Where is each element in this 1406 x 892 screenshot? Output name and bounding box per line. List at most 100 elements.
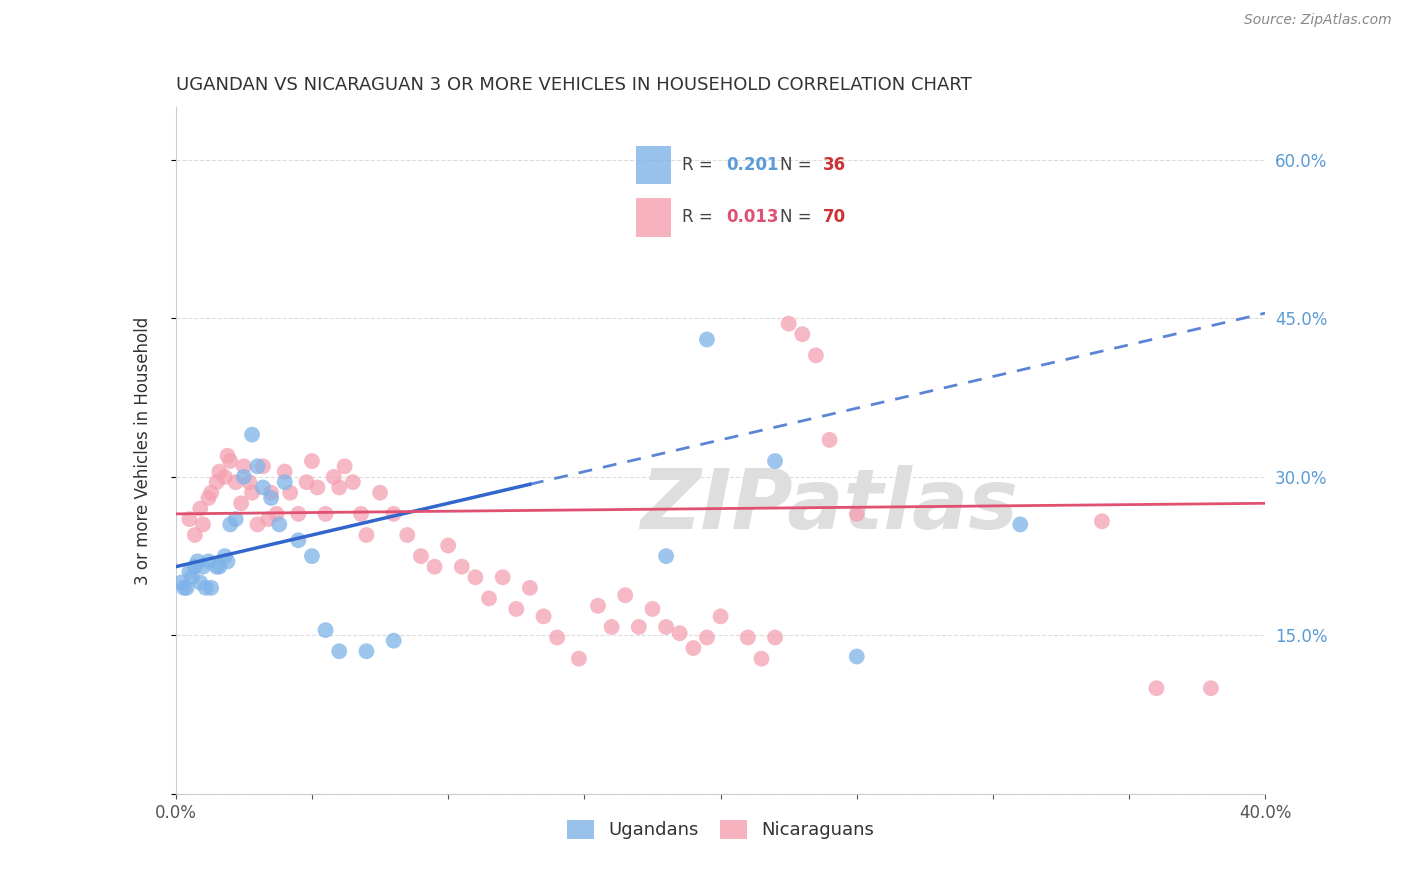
Point xyxy=(792,327,814,342)
Point xyxy=(188,575,211,590)
Point xyxy=(763,454,786,468)
Point xyxy=(257,512,280,526)
Point xyxy=(191,517,214,532)
Point xyxy=(356,644,378,658)
Point xyxy=(778,317,800,331)
Legend: Ugandans, Nicaraguans: Ugandans, Nicaraguans xyxy=(560,813,882,847)
Bar xyxy=(636,146,672,185)
Point xyxy=(763,631,786,645)
Point xyxy=(322,470,344,484)
Point xyxy=(295,475,318,490)
Point xyxy=(845,507,868,521)
Point xyxy=(240,485,263,500)
Point xyxy=(450,559,472,574)
Point xyxy=(219,454,242,468)
Point xyxy=(278,485,301,500)
Point xyxy=(188,501,211,516)
Point xyxy=(668,626,690,640)
Bar xyxy=(636,198,672,236)
Point xyxy=(568,651,591,665)
Point xyxy=(600,620,623,634)
Point xyxy=(217,554,239,568)
Point xyxy=(409,549,432,563)
Point xyxy=(186,554,209,568)
Point xyxy=(423,559,446,574)
Point xyxy=(315,507,337,521)
Point xyxy=(737,631,759,645)
Point xyxy=(238,475,260,490)
Text: UGANDAN VS NICARAGUAN 3 OR MORE VEHICLES IN HOUSEHOLD CORRELATION CHART: UGANDAN VS NICARAGUAN 3 OR MORE VEHICLES… xyxy=(176,77,972,95)
Point xyxy=(173,581,195,595)
Point xyxy=(307,480,329,494)
Point xyxy=(818,433,841,447)
Point xyxy=(194,581,217,595)
Point xyxy=(492,570,515,584)
Point xyxy=(287,533,309,548)
Point xyxy=(179,565,201,579)
Point xyxy=(333,459,356,474)
Point xyxy=(208,465,231,479)
Point xyxy=(184,559,207,574)
Point xyxy=(184,528,207,542)
Point xyxy=(266,507,288,521)
Point xyxy=(301,454,323,468)
Point xyxy=(356,528,378,542)
Point xyxy=(845,649,868,664)
Point xyxy=(217,449,239,463)
Point xyxy=(301,549,323,563)
Text: N =: N = xyxy=(780,156,817,174)
Point xyxy=(170,575,193,590)
Text: 70: 70 xyxy=(823,208,845,227)
Point xyxy=(464,570,486,584)
Point xyxy=(205,475,228,490)
Point xyxy=(260,491,283,505)
Point xyxy=(655,620,678,634)
Text: 0.013: 0.013 xyxy=(727,208,779,227)
Point xyxy=(505,602,527,616)
Point xyxy=(641,602,664,616)
Point xyxy=(1091,514,1114,528)
Point xyxy=(350,507,373,521)
Text: 36: 36 xyxy=(823,156,845,174)
Point xyxy=(197,554,219,568)
Point xyxy=(696,333,718,347)
Point xyxy=(382,633,405,648)
Point xyxy=(696,631,718,645)
Point xyxy=(274,475,297,490)
Text: 0.201: 0.201 xyxy=(727,156,779,174)
Point xyxy=(181,570,204,584)
Point xyxy=(1199,681,1222,696)
Text: N =: N = xyxy=(780,208,817,227)
Point xyxy=(328,480,350,494)
Point xyxy=(1144,681,1167,696)
Point xyxy=(655,549,678,563)
Point xyxy=(478,591,501,606)
Point xyxy=(205,559,228,574)
Point xyxy=(225,512,247,526)
Point xyxy=(328,644,350,658)
Point xyxy=(627,620,650,634)
Point xyxy=(1010,517,1032,532)
Point xyxy=(315,623,337,637)
Point xyxy=(208,559,231,574)
Point xyxy=(231,496,253,510)
Point xyxy=(179,512,201,526)
Y-axis label: 3 or more Vehicles in Household: 3 or more Vehicles in Household xyxy=(134,317,152,584)
Point xyxy=(197,491,219,505)
Point xyxy=(214,549,236,563)
Point xyxy=(269,517,291,532)
Point xyxy=(682,641,704,656)
Text: R =: R = xyxy=(682,208,717,227)
Point xyxy=(368,485,391,500)
Point xyxy=(342,475,364,490)
Point xyxy=(232,459,254,474)
Text: Source: ZipAtlas.com: Source: ZipAtlas.com xyxy=(1244,13,1392,28)
Point xyxy=(252,459,274,474)
Point xyxy=(246,459,269,474)
Point xyxy=(214,470,236,484)
Point xyxy=(287,507,309,521)
Point xyxy=(546,631,568,645)
Point xyxy=(200,485,222,500)
Point xyxy=(225,475,247,490)
Point xyxy=(232,470,254,484)
